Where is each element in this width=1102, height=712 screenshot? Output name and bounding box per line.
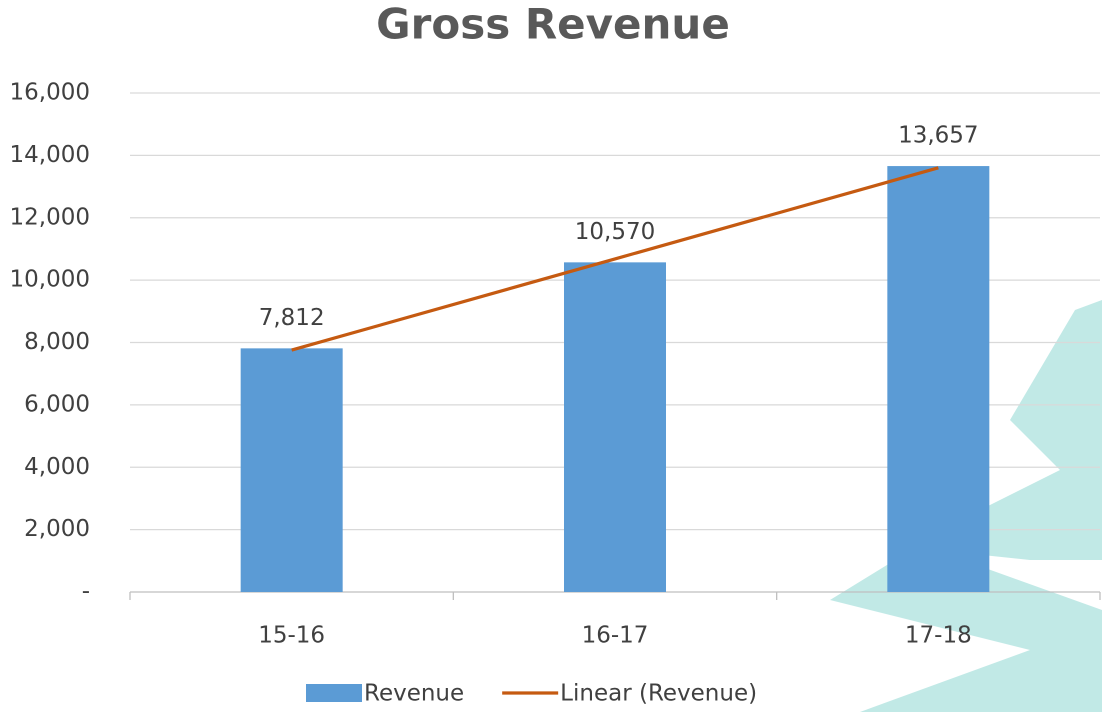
bar	[887, 166, 989, 592]
x-tick-label: 15-16	[258, 623, 325, 649]
chart: Gross Revenue - 2,000 4,000 6,000 8,000 10,00…	[0, 0, 1102, 712]
data-label: 10,570	[575, 219, 655, 245]
legend-label: Linear (Revenue)	[560, 681, 757, 707]
legend-swatch	[306, 684, 362, 702]
x-tick-label: 16-17	[582, 623, 649, 649]
y-tick-label: 10,000	[10, 267, 90, 293]
data-label: 7,812	[259, 305, 325, 331]
y-tick-label: 2,000	[24, 516, 90, 542]
chart-title: Gross Revenue	[376, 0, 730, 49]
y-tick-label: 6,000	[24, 391, 90, 417]
data-label: 13,657	[898, 123, 978, 149]
y-tick-label: -	[82, 579, 90, 605]
y-tick-label: 4,000	[24, 454, 90, 480]
y-tick-label: 8,000	[24, 329, 90, 355]
x-tick-label: 17-18	[905, 623, 972, 649]
legend-label: Revenue	[364, 681, 464, 707]
y-tick-label: 14,000	[10, 142, 90, 168]
y-tick-label: 16,000	[10, 80, 90, 106]
bar	[241, 348, 343, 592]
y-tick-label: 12,000	[10, 204, 90, 230]
bar	[564, 262, 666, 592]
